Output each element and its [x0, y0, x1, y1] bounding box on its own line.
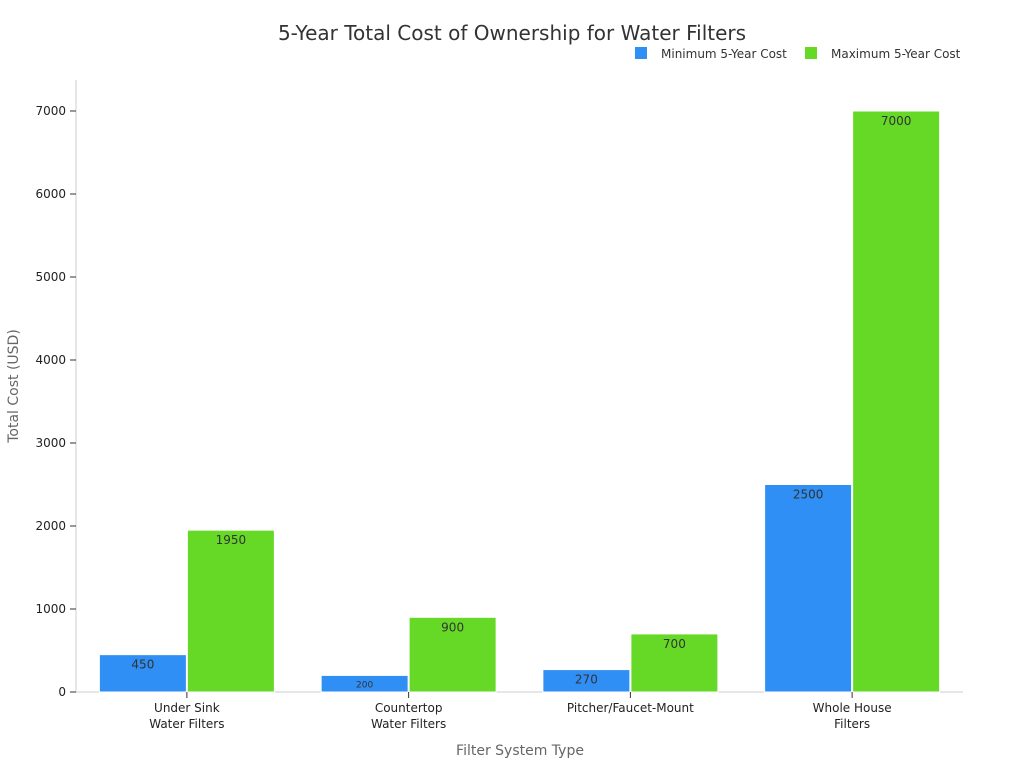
legend-label: Minimum 5-Year Cost	[661, 47, 787, 61]
bar-value-label: 1950	[216, 533, 247, 547]
y-tick-label: 1000	[35, 602, 66, 616]
bar-min	[98, 654, 187, 693]
y-tick-label: 7000	[35, 104, 66, 118]
y-tick-label: 4000	[35, 353, 66, 367]
bar-value-label: 450	[131, 658, 154, 672]
x-tick-label: Under Sink	[154, 701, 220, 715]
legend: Minimum 5-Year Cost Maximum 5-Year Cost	[635, 47, 961, 61]
bar-min	[542, 669, 631, 693]
y-tick-label: 2000	[35, 519, 66, 533]
bar-value-label: 2500	[793, 488, 824, 502]
bar-value-label: 270	[575, 673, 598, 687]
x-tick-label: Whole House	[813, 701, 892, 715]
x-tick-label: Filters	[834, 717, 870, 731]
bar-min	[320, 674, 409, 693]
y-ticks: 0 1000 2000 3000 4000 5000 6000 7000	[35, 104, 76, 699]
x-tick-label: Water Filters	[371, 717, 446, 731]
y-tick-label: 3000	[35, 436, 66, 450]
bar-value-label: 7000	[881, 114, 912, 128]
y-tick-label: 0	[58, 685, 66, 699]
bar-max	[852, 110, 941, 693]
legend-label: Maximum 5-Year Cost	[831, 47, 961, 61]
chart-title: 5-Year Total Cost of Ownership for Water…	[278, 21, 746, 45]
y-axis-title: Total Cost (USD)	[6, 329, 22, 444]
bar-value-label: 900	[441, 620, 464, 634]
bar-max	[186, 529, 275, 693]
bar-value-label: 200	[356, 680, 373, 690]
x-axis-title: Filter System Type	[456, 743, 584, 759]
x-tick-label: Countertop	[375, 701, 443, 715]
y-tick-label: 6000	[35, 187, 66, 201]
x-tick-labels: Under Sink Water Filters Countertop Water F…	[149, 692, 892, 731]
bars: 450 1950 200 900 270 700 2500 7000	[98, 110, 941, 693]
y-tick-label: 5000	[35, 270, 66, 284]
bar-max	[408, 616, 497, 693]
legend-swatch	[635, 47, 647, 59]
legend-swatch	[805, 47, 817, 59]
x-tick-label: Pitcher/Faucet-Mount	[567, 701, 694, 715]
bar-value-label: 700	[663, 637, 686, 651]
bar-max	[630, 633, 719, 693]
bar-min	[764, 484, 853, 693]
x-tick-label: Water Filters	[149, 717, 224, 731]
